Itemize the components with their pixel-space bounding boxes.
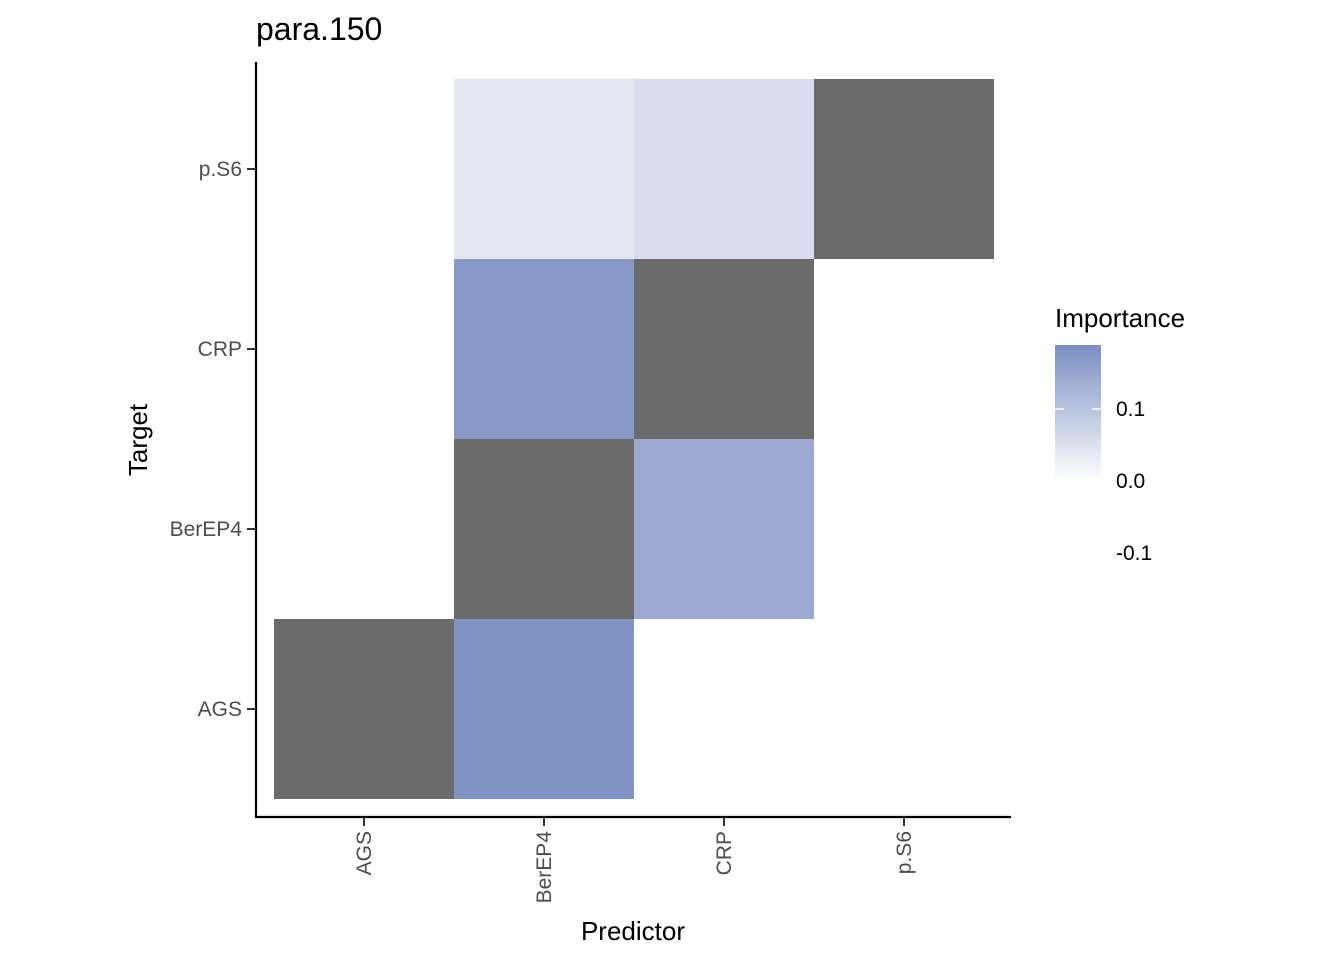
legend-colorbar: [1055, 345, 1101, 481]
y-tick-label: AGS: [198, 698, 242, 721]
legend: Importance 0.1 0.0 -0.1: [1055, 303, 1185, 565]
x-tick-label: AGS: [353, 831, 376, 875]
heatmap-cell-BerEP4-AGS: [454, 619, 634, 799]
y-tick-label: p.S6: [199, 158, 242, 181]
heatmap-cell-BerEP4-p.S6: [454, 79, 634, 259]
x-axis-ticks: AGS BerEP4 CRP p.S6: [353, 817, 916, 903]
heatmap-cell-BerEP4-CRP: [454, 259, 634, 439]
x-tick-label: p.S6: [893, 831, 916, 874]
heatmap-cell-BerEP4-BerEP4: [454, 439, 634, 619]
heatmap-cells: [274, 79, 994, 799]
y-axis-title: Target: [123, 403, 153, 476]
legend-tick-label: 0.0: [1116, 470, 1145, 493]
legend-ticks: 0.1 0.0 -0.1: [1055, 398, 1152, 565]
y-axis-ticks: AGS BerEP4 CRP p.S6: [170, 158, 256, 721]
heatmap-cell-p.S6-p.S6: [814, 79, 994, 259]
legend-title: Importance: [1055, 303, 1185, 333]
x-axis-title: Predictor: [581, 916, 685, 946]
heatmap-cell-CRP-CRP: [634, 259, 814, 439]
heatmap-cell-CRP-BerEP4: [634, 439, 814, 619]
heatmap-cell-CRP-p.S6: [634, 79, 814, 259]
heatmap-cell-AGS-AGS: [274, 619, 454, 799]
x-tick-label: CRP: [713, 831, 736, 875]
y-tick-label: BerEP4: [170, 518, 243, 541]
y-tick-label: CRP: [198, 338, 242, 361]
legend-tick-label: 0.1: [1116, 398, 1145, 421]
chart-title: para.150: [256, 11, 382, 47]
legend-tick-label: -0.1: [1116, 542, 1152, 565]
x-tick-label: BerEP4: [533, 831, 556, 904]
